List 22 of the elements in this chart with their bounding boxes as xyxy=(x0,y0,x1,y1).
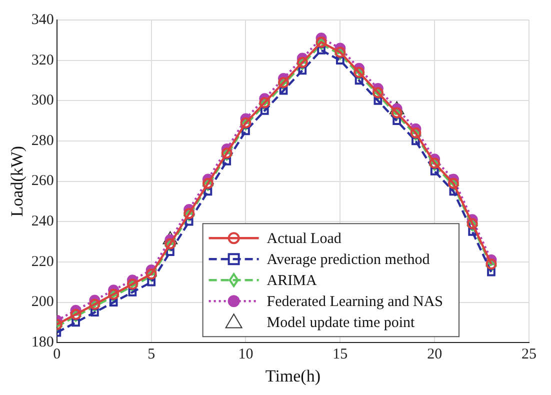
legend-label: Federated Learning and NAS xyxy=(266,294,444,310)
y-tick-label: 200 xyxy=(31,294,54,310)
y-tick-label: 280 xyxy=(31,132,54,149)
legend-label: Actual Load xyxy=(266,231,342,248)
x-axis-title: Time(h) xyxy=(265,366,321,386)
x-tick-label: 20 xyxy=(427,346,442,363)
y-tick-label: 240 xyxy=(31,214,54,230)
legend-label: Average prediction method xyxy=(266,252,430,268)
x-tick-label: 15 xyxy=(332,346,348,363)
y-tick-label: 340 xyxy=(31,12,54,28)
y-tick-label: 220 xyxy=(31,254,54,270)
x-tick-label: 0 xyxy=(53,346,61,363)
legend-label: ARIMA xyxy=(266,273,317,290)
legend-label: Model update time point xyxy=(266,315,416,332)
y-axis-title: Load(kW) xyxy=(8,146,27,217)
y-tick-label: 300 xyxy=(31,92,54,109)
y-tick-label: 180 xyxy=(31,334,54,351)
x-tick-label: 5 xyxy=(148,346,156,363)
x-tick-label: 25 xyxy=(522,346,536,363)
y-tick-label: 260 xyxy=(31,173,54,190)
x-tick-label: 10 xyxy=(238,346,254,363)
y-tick-label: 320 xyxy=(31,52,54,68)
